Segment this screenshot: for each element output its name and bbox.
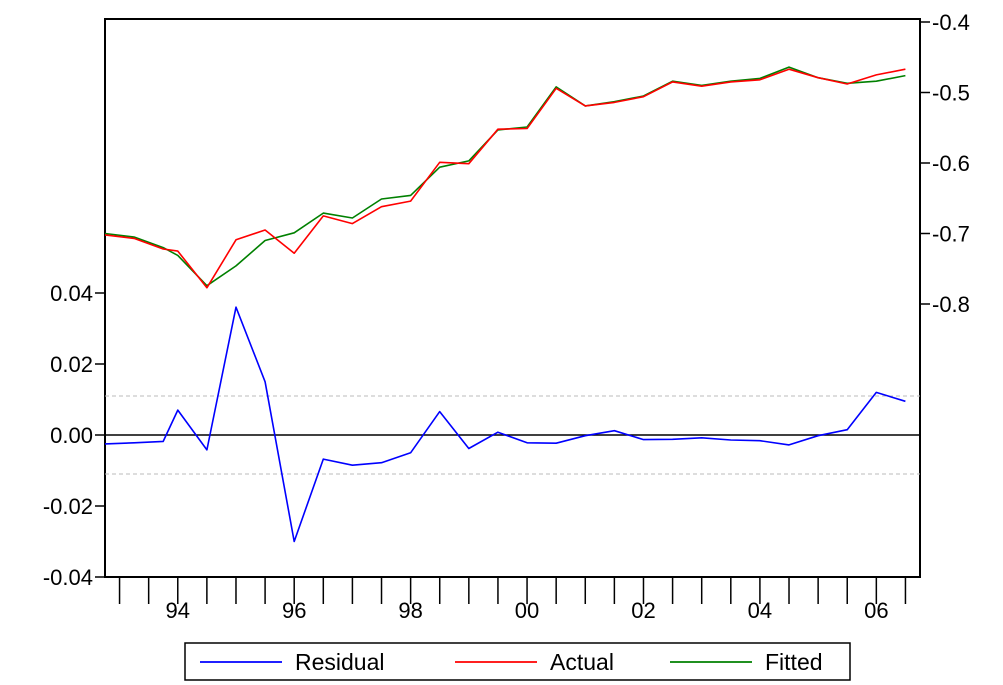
left-axis: 0.04 0.02 0.00 -0.02 -0.04: [43, 281, 105, 590]
left-tick-label: -0.04: [43, 565, 93, 590]
left-tick-label: 0.00: [50, 423, 93, 448]
x-tick-label: 94: [166, 598, 190, 623]
x-tick-label: 04: [748, 598, 772, 623]
x-tick-label: 06: [864, 598, 888, 623]
legend-label-residual: Residual: [295, 649, 385, 675]
right-tick-label: -0.4: [932, 10, 970, 35]
x-tick-label: 02: [631, 598, 655, 623]
legend: Residual Actual Fitted: [184, 642, 851, 681]
series-line-actual: [104, 68, 906, 289]
residual-reference-lines: [105, 395, 920, 475]
left-tick-label: -0.02: [43, 494, 93, 519]
right-tick-label: -0.6: [932, 151, 970, 176]
x-tick-label: 96: [282, 598, 306, 623]
left-tick-label: 0.02: [50, 352, 93, 377]
legend-label-fitted: Fitted: [765, 649, 823, 675]
series-line-fitted: [104, 66, 906, 287]
plot-frame: [104, 18, 921, 578]
x-axis: 94 96 98 00 02 04 06: [118, 577, 907, 623]
right-tick-label: -0.7: [932, 222, 970, 247]
series-layer: [104, 66, 906, 543]
x-tick-label: 98: [398, 598, 422, 623]
legend-label-actual: Actual: [550, 649, 614, 675]
left-tick-label: 0.04: [50, 281, 93, 306]
right-axis: -0.4 -0.5 -0.6 -0.7 -0.8: [920, 10, 970, 317]
right-tick-label: -0.5: [932, 81, 970, 106]
series-line-residual: [104, 306, 906, 543]
x-tick-label: 00: [515, 598, 539, 623]
right-tick-label: -0.8: [932, 292, 970, 317]
